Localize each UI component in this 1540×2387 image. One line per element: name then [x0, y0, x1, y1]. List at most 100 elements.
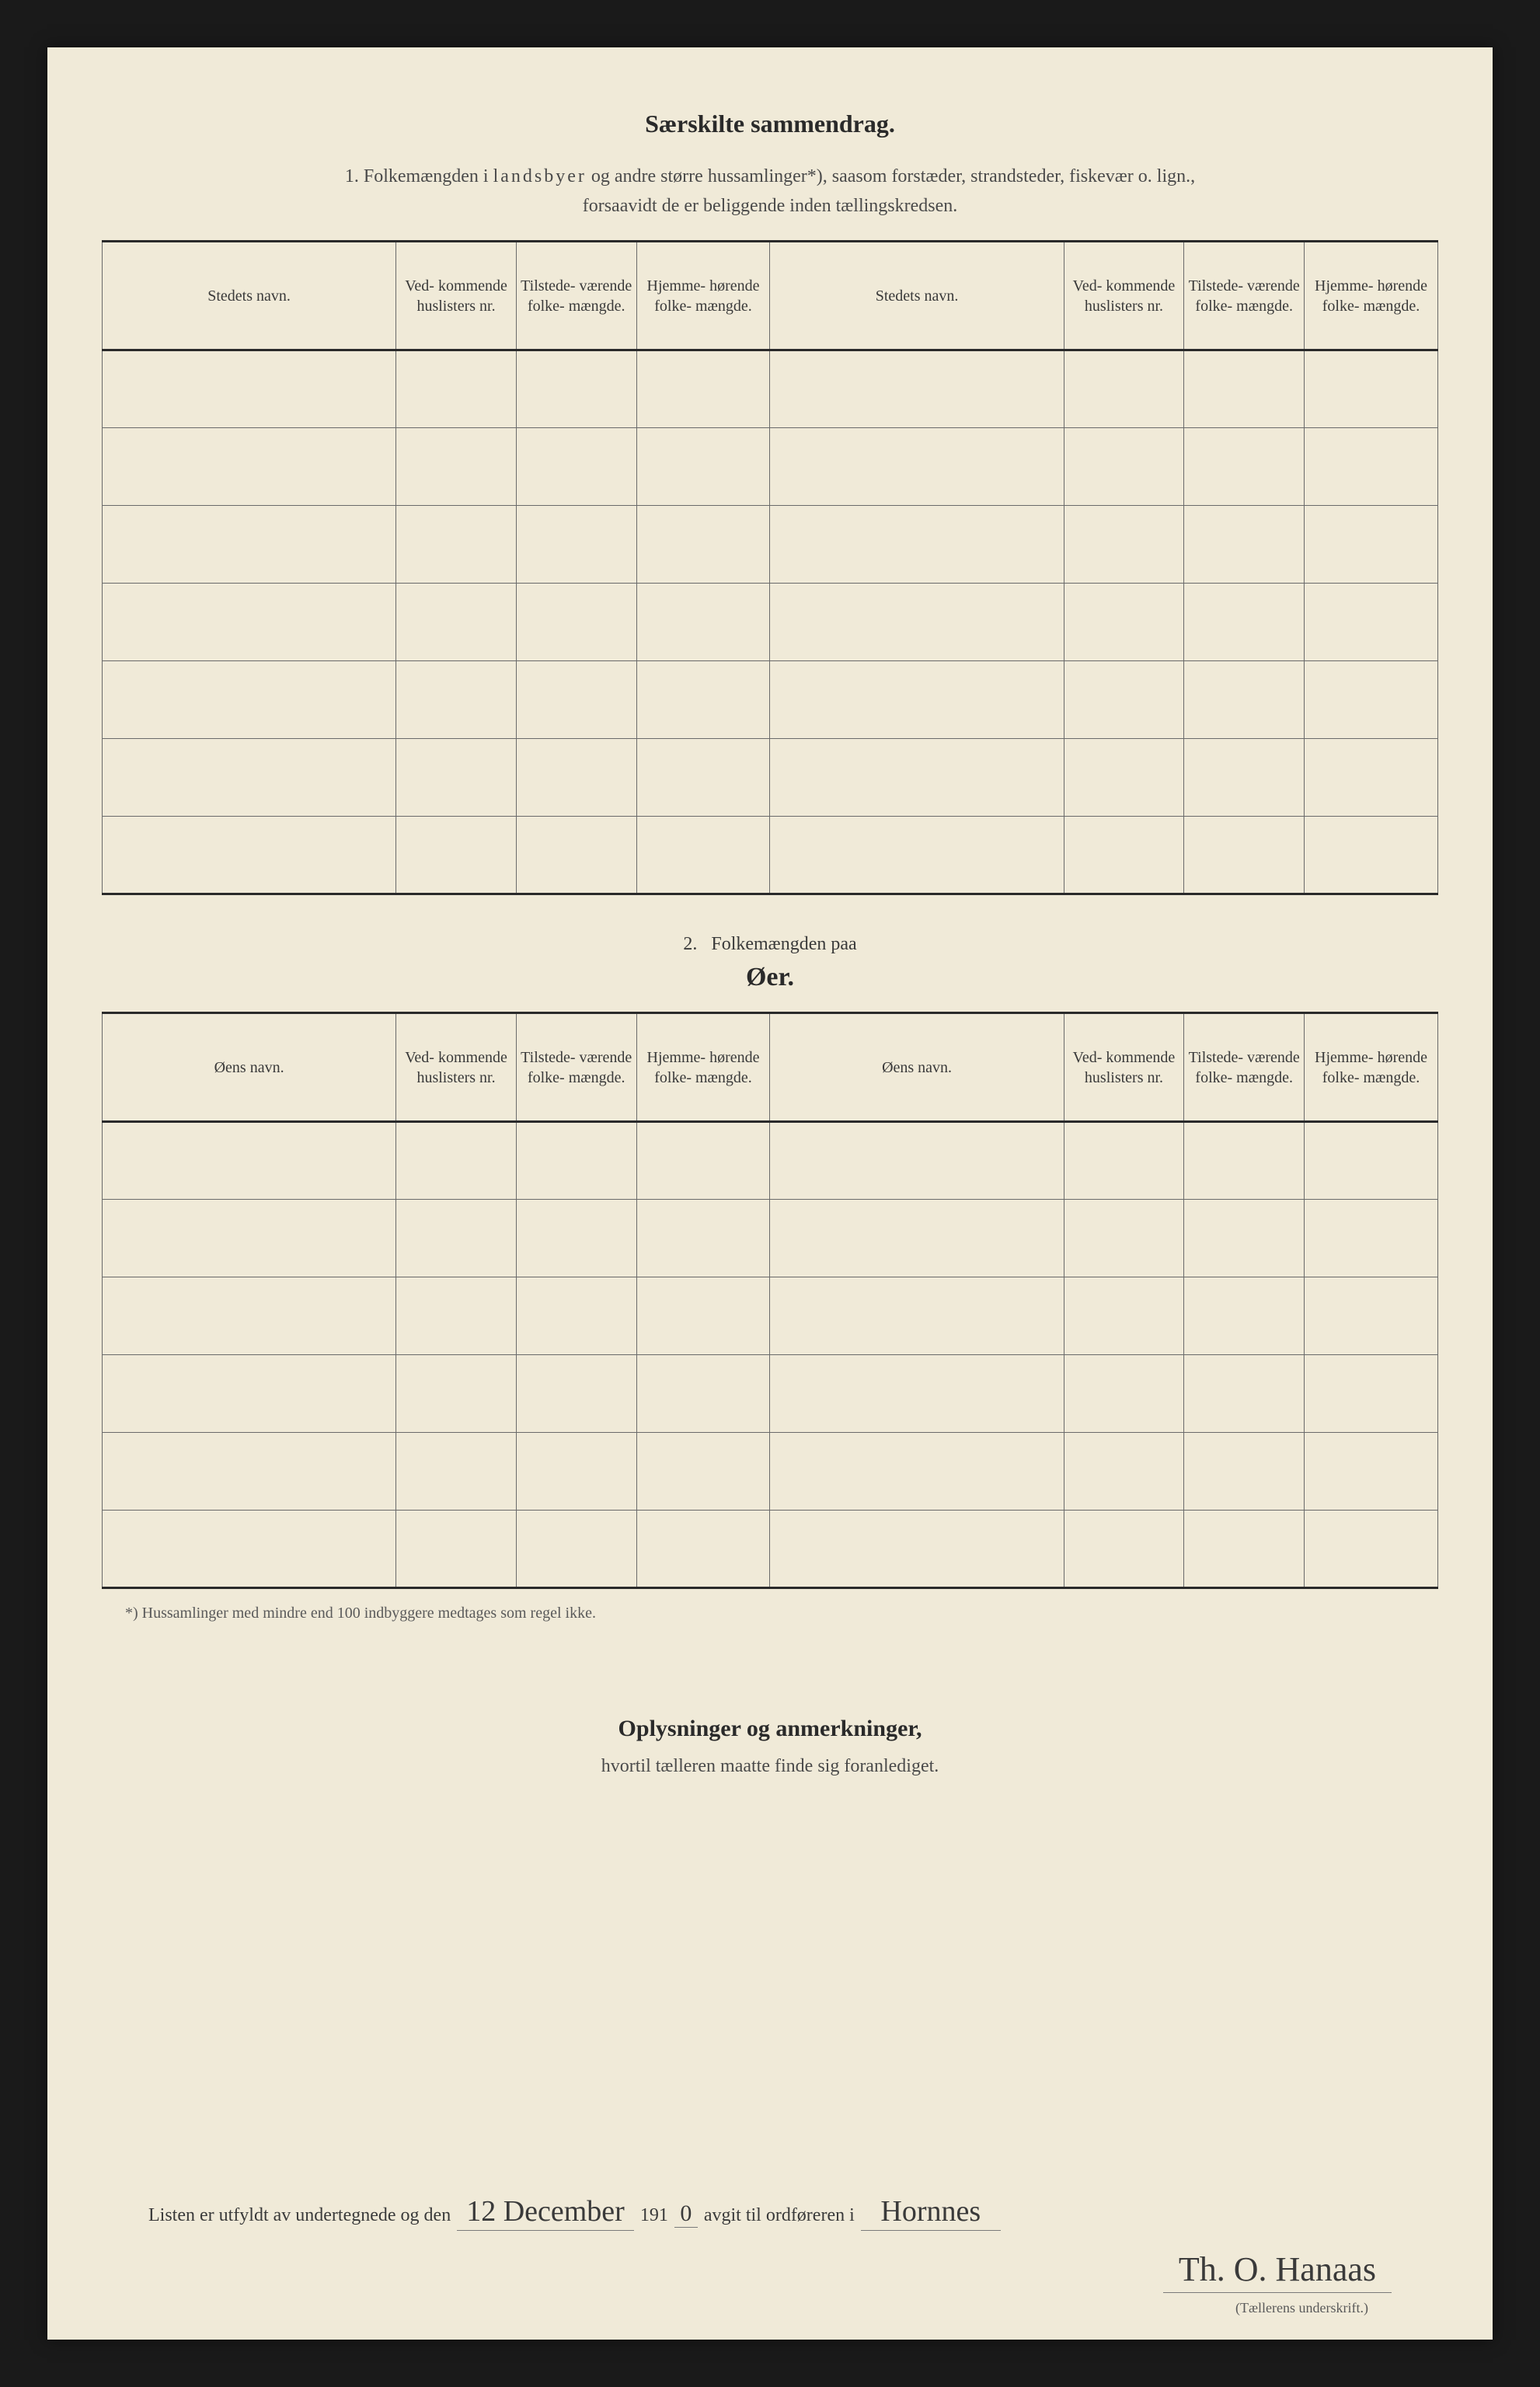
table-cell	[1064, 1511, 1184, 1588]
col-tilstedevaerende-2: Tilstede- værende folke- mængde.	[1184, 242, 1305, 350]
table-cell	[1305, 506, 1438, 584]
handwritten-date: 12 December	[457, 2194, 634, 2231]
col-hjemmehorende: Hjemme- hørende folke- mængde.	[636, 242, 770, 350]
signature-name: Th. O. Hanaas	[1163, 2249, 1392, 2293]
signature-block: Listen er utfyldt av undertegnede og den…	[148, 2194, 1415, 2231]
table-cell	[1305, 1355, 1438, 1433]
table-cell	[1064, 350, 1184, 428]
col-stedets-navn: Stedets navn.	[103, 242, 396, 350]
table-row	[103, 1200, 1438, 1277]
table-cell	[636, 584, 770, 661]
table-cell	[1064, 1122, 1184, 1200]
intro-post: og andre større hussamlinger*), saasom f…	[587, 166, 1195, 186]
table-row	[103, 1277, 1438, 1355]
table-cell	[1184, 506, 1305, 584]
table-cell	[636, 428, 770, 506]
table-row	[103, 1511, 1438, 1588]
table-cell	[103, 817, 396, 894]
table-cell	[103, 1200, 396, 1277]
intro-pre: Folkemængden i	[364, 166, 493, 186]
table-cell	[636, 1355, 770, 1433]
table-cell	[516, 584, 636, 661]
table-cell	[1305, 1200, 1438, 1277]
table-row	[103, 817, 1438, 894]
table-cell	[1064, 506, 1184, 584]
col2-huslisters-nr: Ved- kommende huslisters nr.	[396, 1013, 517, 1122]
table-cell	[770, 661, 1064, 739]
section2-title: Folkemængden paa	[711, 934, 856, 954]
col-hjemmehorende-2: Hjemme- hørende folke- mængde.	[1305, 242, 1438, 350]
table-cell	[103, 1122, 396, 1200]
table-cell	[1064, 661, 1184, 739]
section1-intro: 1. Folkemængden i landsbyer og andre stø…	[102, 162, 1438, 191]
intro-spaced: landsbyer	[493, 166, 587, 186]
col-oens-navn-2: Øens navn.	[770, 1013, 1064, 1122]
table-cell	[1184, 428, 1305, 506]
table-cell	[103, 1511, 396, 1588]
table-row	[103, 428, 1438, 506]
col2-tilstedevaerende: Tilstede- værende folke- mængde.	[516, 1013, 636, 1122]
table-cell	[396, 1277, 517, 1355]
table-row	[103, 506, 1438, 584]
table-cell	[103, 1355, 396, 1433]
table-cell	[770, 1122, 1064, 1200]
table-cell	[1184, 584, 1305, 661]
table-cell	[1184, 661, 1305, 739]
table-cell	[770, 584, 1064, 661]
signature-caption: (Tællerens underskrift.)	[1235, 2300, 1368, 2316]
col-huslisters-nr: Ved- kommende huslisters nr.	[396, 242, 517, 350]
table-cell	[516, 1277, 636, 1355]
sig-mid: avgit til ordføreren i	[704, 2205, 855, 2226]
table-cell	[516, 1355, 636, 1433]
table-cell	[396, 506, 517, 584]
table-cell	[103, 739, 396, 817]
table-cell	[516, 350, 636, 428]
table-cell	[636, 1511, 770, 1588]
table-cell	[1184, 1200, 1305, 1277]
sig-pre: Listen er utfyldt av undertegnede og den	[148, 2205, 451, 2226]
table-cell	[770, 1355, 1064, 1433]
table-cell	[516, 506, 636, 584]
table-cell	[516, 739, 636, 817]
table-row	[103, 1355, 1438, 1433]
col2-tilstedevaerende-2: Tilstede- værende folke- mængde.	[1184, 1013, 1305, 1122]
table-cell	[636, 661, 770, 739]
table-section1: Stedets navn. Ved- kommende huslisters n…	[102, 240, 1438, 895]
table-row	[103, 1122, 1438, 1200]
table-cell	[1184, 1277, 1305, 1355]
table-cell	[1305, 1511, 1438, 1588]
table-cell	[103, 506, 396, 584]
table-cell	[1305, 1122, 1438, 1200]
table-row	[103, 739, 1438, 817]
table-cell	[1064, 428, 1184, 506]
document-page: Særskilte sammendrag. 1. Folkemængden i …	[47, 47, 1493, 2340]
table-cell	[1064, 739, 1184, 817]
sig-year-pre: 191	[640, 2205, 668, 2226]
table-header-row: Stedets navn. Ved- kommende huslisters n…	[103, 242, 1438, 350]
section2-title-line: 2. Folkemængden paa	[102, 934, 1438, 955]
table-cell	[1064, 1200, 1184, 1277]
table-cell	[1305, 817, 1438, 894]
table-cell	[396, 1200, 517, 1277]
table-cell	[1305, 350, 1438, 428]
table-cell	[396, 1355, 517, 1433]
table-cell	[1184, 817, 1305, 894]
table-cell	[396, 661, 517, 739]
table-cell	[636, 817, 770, 894]
section2-subtitle: Øer.	[102, 963, 1438, 992]
table2-header-row: Øens navn. Ved- kommende huslisters nr. …	[103, 1013, 1438, 1122]
handwritten-year-digit: 0	[674, 2201, 698, 2228]
table-cell	[516, 817, 636, 894]
table-cell	[1064, 817, 1184, 894]
table-cell	[1305, 1433, 1438, 1511]
table-cell	[103, 584, 396, 661]
table-cell	[636, 1200, 770, 1277]
table-cell	[103, 1277, 396, 1355]
table-cell	[636, 350, 770, 428]
signature-line: Listen er utfyldt av undertegnede og den…	[148, 2194, 1415, 2231]
col2-hjemmehorende: Hjemme- hørende folke- mængde.	[636, 1013, 770, 1122]
table-cell	[770, 1433, 1064, 1511]
handwritten-place: Hornnes	[861, 2194, 1001, 2231]
table-cell	[1064, 584, 1184, 661]
col-tilstedevaerende: Tilstede- værende folke- mængde.	[516, 242, 636, 350]
